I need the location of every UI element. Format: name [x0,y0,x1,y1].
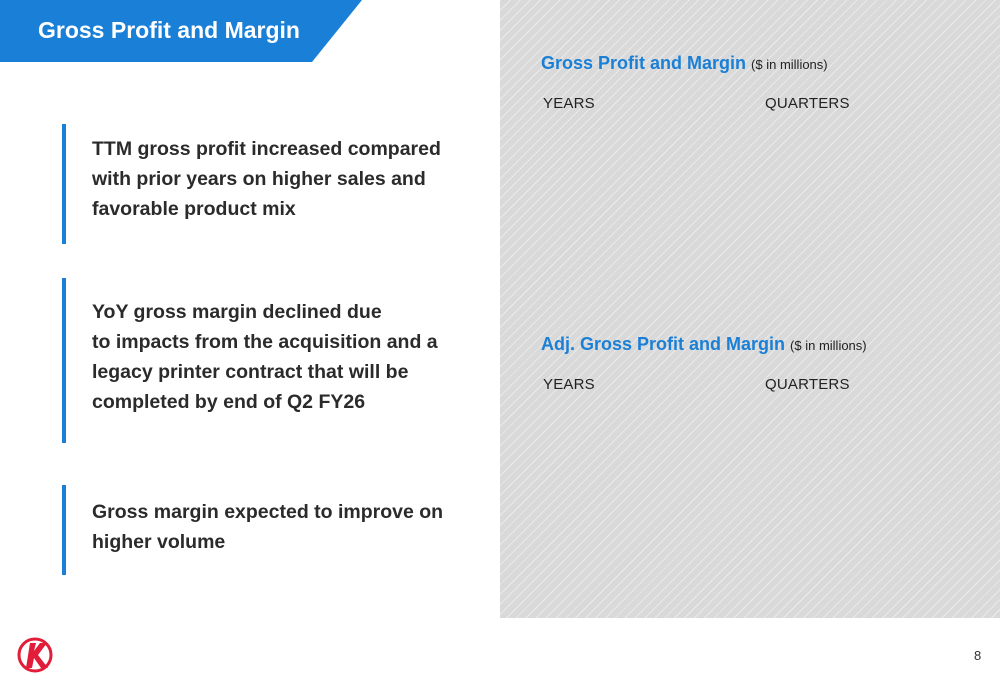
years-label: YEARS [543,95,595,112]
chart-title-text: Gross Profit and Margin [541,53,747,73]
bullet-2-line: completed by end of Q2 FY26 [92,391,366,413]
bullet-3: Gross margin expected to improve on high… [62,485,466,575]
bullet-2-line: YoY gross margin declined due [92,301,382,323]
years-label: YEARS [543,376,595,393]
title-banner [0,0,362,62]
bullet-2: YoY gross margin declined due to impacts… [62,278,466,443]
bullet-2-text: YoY gross margin declined due to impacts… [92,278,466,417]
chart-panel [500,0,1000,618]
chart-unit-label: ($ in millions) [790,338,867,353]
bullet-1-text: TTM gross profit increased compared with… [92,138,441,220]
bullet-1: TTM gross profit increased compared with… [62,124,466,244]
gross-profit-chart: $52.734.9%2025$53.434.2%TTM Q1 2026$12.0… [500,0,1000,300]
company-logo-icon [17,637,53,673]
bullet-3-text: Gross margin expected to improve on high… [92,501,444,553]
chart-title-gross-profit: Gross Profit and Margin ($ in millions) [541,53,828,74]
chart-unit-label: ($ in millions) [751,57,828,72]
adj-gross-profit-chart: $53.034.9%2025$54.034.6%TTM Q1 2026$12.0… [500,280,1000,600]
chart-title-text: Adj. Gross Profit and Margin [541,334,786,354]
quarters-label: QUARTERS [765,95,850,112]
page-number: 8 [974,648,982,663]
page-title: Gross Profit and Margin [38,17,300,43]
bullet-2-line: legacy printer contract that will be [92,361,409,383]
chart-title-adj-gross-profit: Adj. Gross Profit and Margin ($ in milli… [541,334,867,355]
quarters-label: QUARTERS [765,376,850,393]
bullet-2-line: to impacts from the acquisition and a [92,331,438,353]
